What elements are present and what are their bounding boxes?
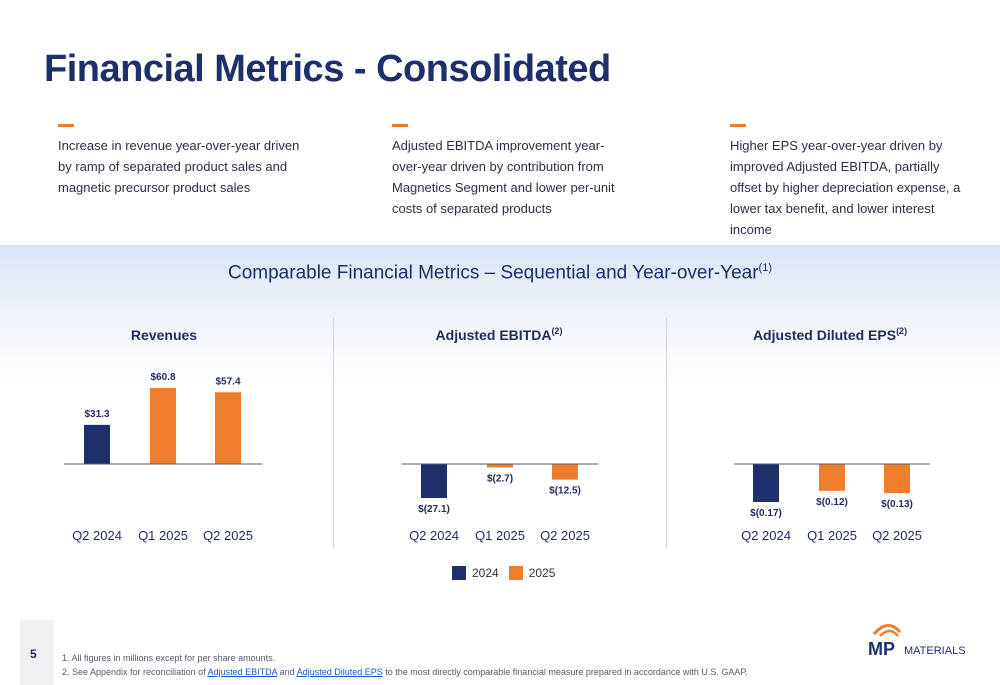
chart-title: Adjusted Diluted EPS(2) [753, 326, 907, 343]
section-subtitle: Comparable Financial Metrics – Sequentia… [228, 262, 772, 284]
bullet-revenue: Increase in revenue year-over-year drive… [58, 124, 308, 198]
chart-title: Revenues [131, 327, 197, 343]
bar [84, 424, 110, 464]
bar [215, 392, 241, 464]
data-label: $57.4 [215, 376, 240, 387]
x-tick-label: Q1 2025 [807, 528, 857, 543]
x-tick-label: Q2 2024 [741, 528, 791, 543]
x-tick-label: Q1 2025 [138, 528, 188, 543]
legend-label: 2025 [528, 566, 556, 580]
accent-dash [58, 124, 74, 127]
accent-dash [392, 124, 408, 127]
bar [753, 464, 779, 502]
bar [487, 464, 513, 468]
adjusted-ebitda-link[interactable]: Adjusted EBITDA [207, 667, 278, 677]
bullet-eps: Higher EPS year-over-year driven by impr… [730, 124, 962, 240]
data-label: $60.8 [150, 372, 175, 383]
data-label: $(0.13) [881, 499, 913, 510]
subtitle-footnote-ref: (1) [758, 262, 772, 274]
legend-item-2024: 2024 [452, 566, 499, 580]
legend-label: 2024 [472, 566, 499, 580]
legend-swatch [452, 566, 466, 580]
bar [421, 464, 447, 498]
logo-mark: MP [868, 639, 895, 658]
data-label: $(0.12) [816, 497, 848, 508]
page-number: 5 [30, 647, 37, 661]
bullet-text: Higher EPS year-over-year driven by impr… [730, 138, 961, 237]
adjusted-diluted-eps-link[interactable]: Adjusted Diluted EPS [296, 667, 383, 677]
page-tab [20, 620, 54, 685]
data-label: $(0.17) [750, 508, 782, 519]
x-tick-label: Q2 2024 [72, 528, 122, 543]
logo-arc-icon [872, 624, 902, 636]
x-tick-label: Q2 2025 [540, 528, 590, 543]
chart-title: Adjusted EBITDA(2) [436, 326, 563, 343]
bullet-ebitda: Adjusted EBITDA improvement year-over-ye… [392, 124, 632, 219]
x-tick-label: Q2 2024 [409, 528, 459, 543]
data-label: $(27.1) [418, 504, 450, 515]
bar [819, 464, 845, 491]
legend-item-2025: 2025 [508, 566, 556, 580]
footnote-2: 2. See Appendix for reconciliation of Ad… [62, 667, 748, 677]
bar [552, 464, 578, 480]
legend-swatch [508, 566, 523, 580]
x-tick-label: Q2 2025 [203, 528, 253, 543]
chart-divider [333, 318, 334, 548]
bullet-text: Increase in revenue year-over-year drive… [58, 138, 300, 195]
bullet-text: Adjusted EBITDA improvement year-over-ye… [392, 138, 615, 216]
chart-legend: 2024 2025 [452, 566, 565, 580]
logo-wordmark: MATERIALS [904, 645, 966, 657]
page-title: Financial Metrics - Consolidated [44, 48, 611, 90]
x-tick-label: Q2 2025 [872, 528, 922, 543]
footnote-1: 1. All figures in millions except for pe… [62, 653, 276, 663]
data-label: $(2.7) [487, 473, 513, 484]
bar [150, 388, 176, 464]
logo-arc-icon [879, 629, 899, 637]
mp-materials-logo: MP MATERIALS [868, 624, 966, 658]
data-label: $(12.5) [549, 486, 581, 497]
data-label: $31.3 [84, 409, 109, 420]
section-band [0, 245, 1000, 385]
accent-dash [730, 124, 746, 127]
bar [884, 464, 910, 494]
footnotes: 1. All figures in millions except for pe… [62, 651, 748, 679]
chart-divider [666, 318, 667, 548]
x-tick-label: Q1 2025 [475, 528, 525, 543]
